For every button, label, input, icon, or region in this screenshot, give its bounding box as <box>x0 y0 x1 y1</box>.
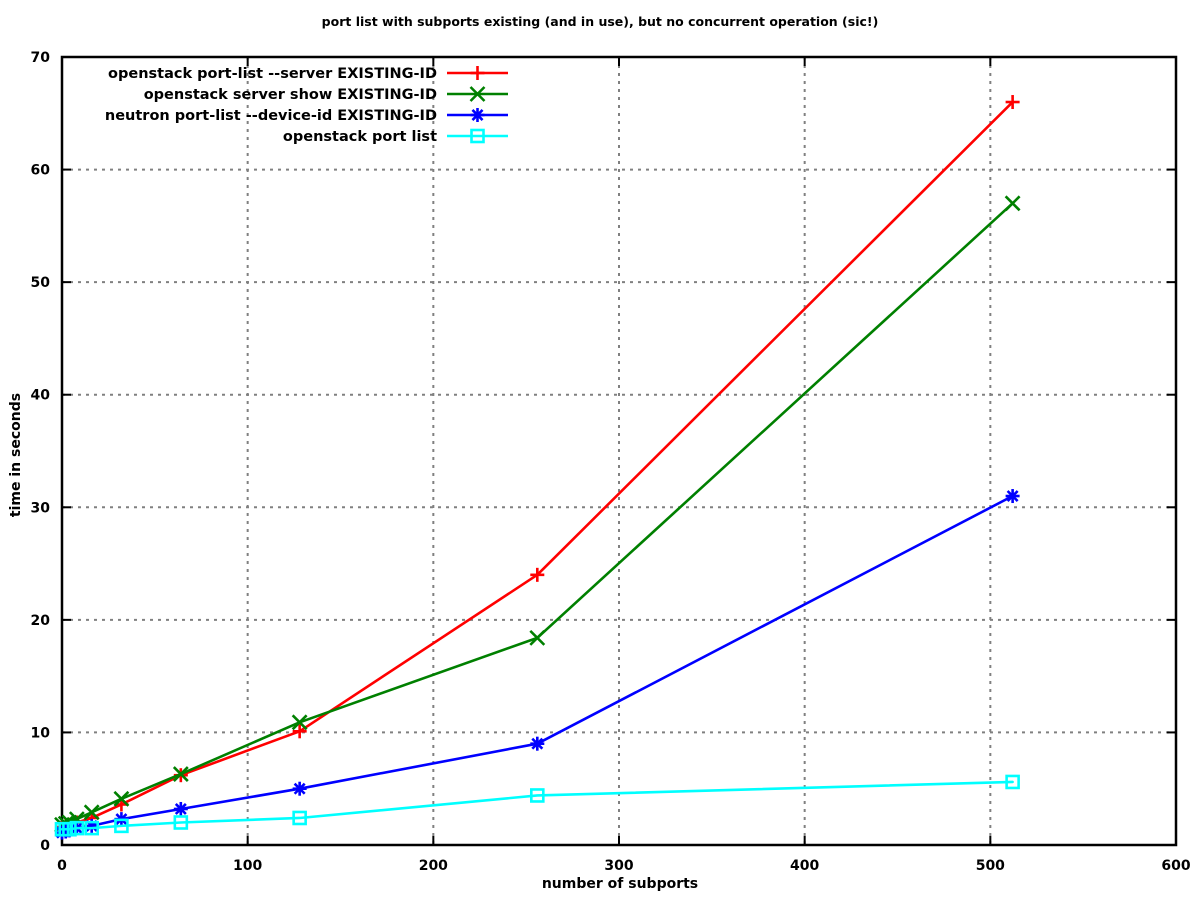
y-axis-label: time in seconds <box>8 393 24 517</box>
data-point-marker <box>293 782 306 795</box>
y-tick-label: 60 <box>31 163 51 179</box>
x-tick-label: 0 <box>57 858 67 874</box>
x-tick-label: 300 <box>604 858 633 874</box>
legend-marker <box>471 109 484 121</box>
data-point-marker <box>292 810 307 826</box>
data-point-marker <box>173 815 189 830</box>
x-tick-label: 200 <box>419 858 448 874</box>
data-point-marker <box>530 788 545 803</box>
legend-label: openstack port-list --server EXISTING-ID <box>108 66 437 82</box>
legend-label: openstack port list <box>283 129 437 145</box>
y-tick-label: 0 <box>40 838 50 854</box>
legend-marker <box>470 128 485 144</box>
data-point-marker <box>1006 490 1019 502</box>
y-tick-label: 20 <box>31 613 51 629</box>
x-tick-label: 600 <box>1161 858 1190 874</box>
axis-tick-labels: 0 100 200 300 400 500 600 0 10 20 30 40 50 60 70 <box>31 50 1191 874</box>
data-point-marker <box>529 629 546 646</box>
data-point-marker <box>291 714 308 731</box>
y-tick-label: 50 <box>31 275 51 291</box>
data-point-marker <box>69 820 85 836</box>
data-point-marker <box>172 766 189 782</box>
legend-label: openstack server show EXISTING-ID <box>144 87 437 103</box>
y-tick-label: 70 <box>31 50 51 66</box>
data-series-group <box>54 95 1021 840</box>
y-tick-label: 40 <box>31 388 51 404</box>
data-point-marker <box>174 803 187 815</box>
data-point-marker <box>83 804 100 821</box>
data-point-marker <box>1004 195 1021 212</box>
legend-label: neutron port-list --device-id EXISTING-I… <box>105 108 437 124</box>
x-tick-label: 500 <box>976 858 1005 874</box>
x-axis-label: number of subports <box>542 876 698 892</box>
data-point-marker <box>114 818 129 834</box>
x-tick-label: 400 <box>790 858 819 874</box>
axis-ticks <box>61 56 1177 846</box>
data-point-marker <box>113 790 130 807</box>
chart-legend: openstack port-list --server EXISTING-ID… <box>105 66 508 145</box>
legend-marker <box>469 86 486 102</box>
data-point-marker <box>531 737 544 750</box>
data-point-marker <box>84 820 100 836</box>
x-tick-label: 100 <box>233 858 262 874</box>
y-tick-label: 10 <box>31 725 51 741</box>
chart-title: port list with subports existing (and in… <box>322 14 879 29</box>
data-point-marker <box>1005 774 1020 790</box>
series-3 <box>54 774 1020 837</box>
y-tick-label: 30 <box>31 500 51 516</box>
data-point-marker <box>62 821 77 837</box>
